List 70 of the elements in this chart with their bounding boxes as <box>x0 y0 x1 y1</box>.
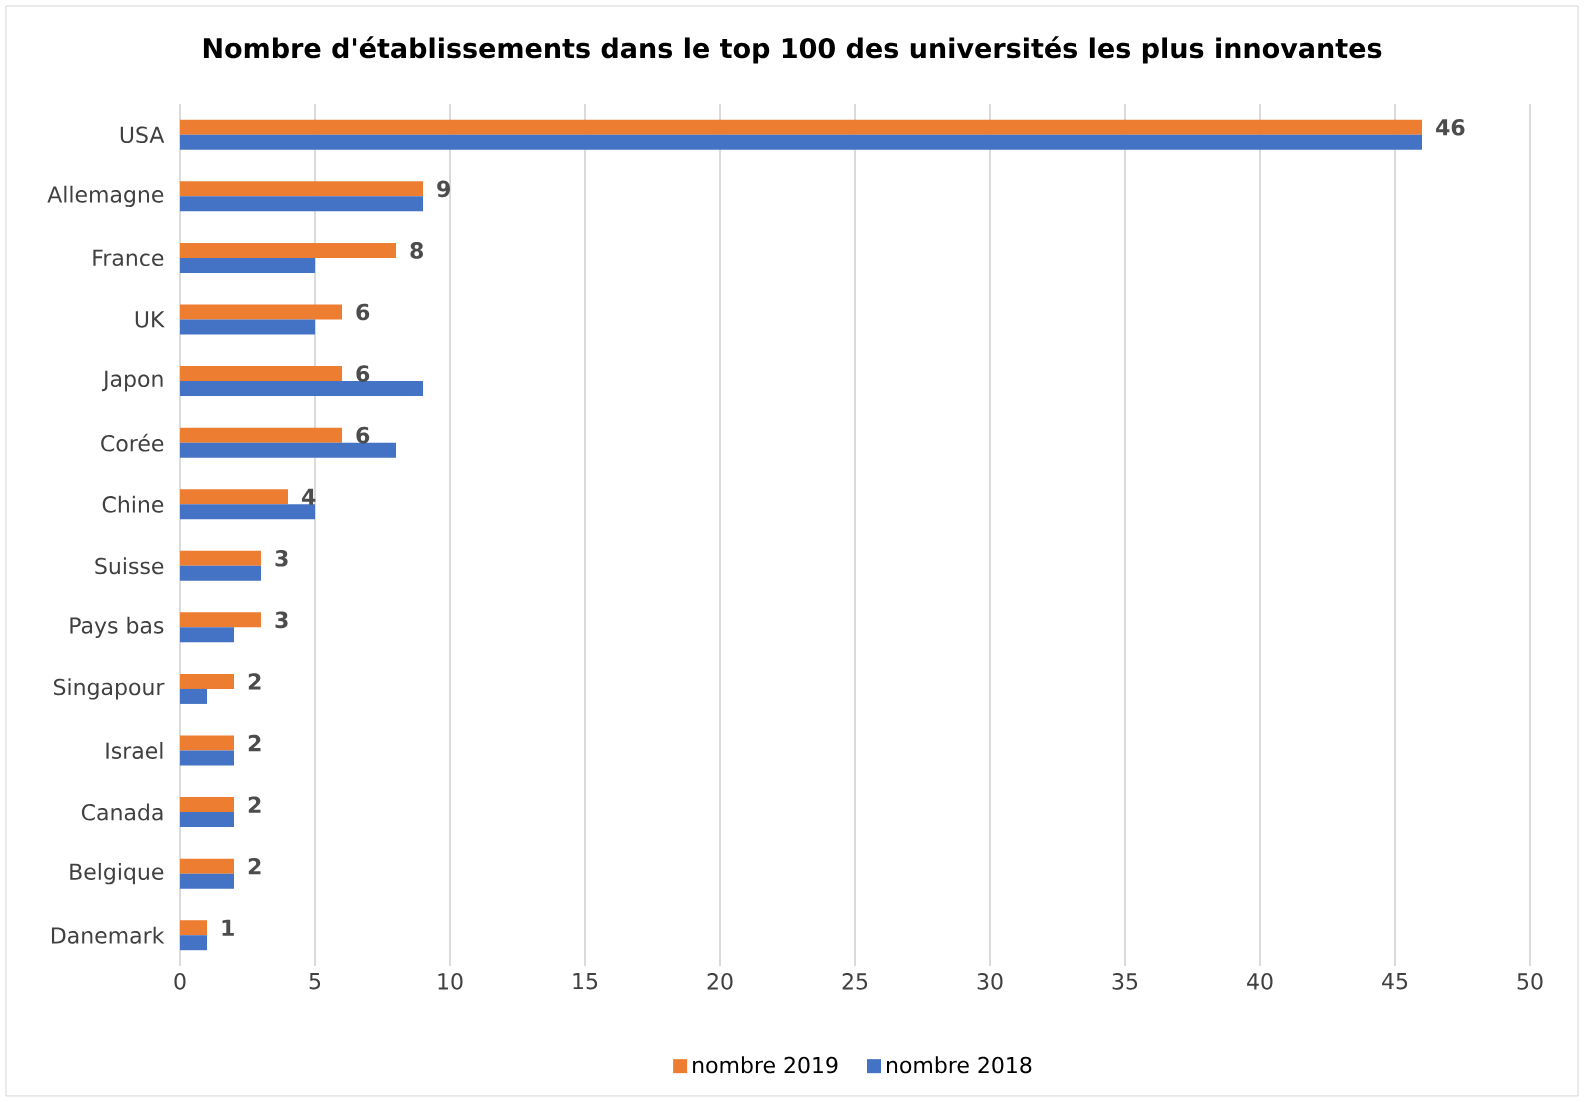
bar <box>180 119 1422 135</box>
bar <box>180 812 235 828</box>
y-tick-label: Allemagne <box>47 185 164 207</box>
bar <box>180 427 343 443</box>
legend-label: nombre 2019 <box>693 1056 838 1074</box>
x-tick-label: 35 <box>1112 973 1138 990</box>
bar <box>180 920 208 936</box>
data-label: 2 <box>248 857 261 875</box>
bar <box>180 304 343 320</box>
x-tick-label: 20 <box>707 973 733 990</box>
x-tick-label: 25 <box>842 973 868 990</box>
y-tick-label: Chine <box>102 495 164 513</box>
data-label: 6 <box>356 303 370 321</box>
data-label: 3 <box>275 611 288 629</box>
bar <box>180 688 208 704</box>
y-tick-label: Danemark <box>51 926 165 944</box>
y-tick-label: Suisse <box>95 557 164 575</box>
data-label: 2 <box>248 673 261 690</box>
x-tick-label: 30 <box>977 973 1003 990</box>
y-tick-label: Singapour <box>53 678 165 700</box>
y-tick-label: USA <box>120 126 165 144</box>
data-label: 2 <box>248 734 261 752</box>
data-label: 2 <box>248 796 261 813</box>
legend-label: nombre 2018 <box>887 1056 1032 1074</box>
bar <box>180 319 316 335</box>
data-label: 1 <box>222 919 234 936</box>
bar <box>180 873 235 889</box>
bar <box>180 442 397 458</box>
x-tick-label: 15 <box>573 973 598 990</box>
bar <box>180 797 235 813</box>
data-label: 9 <box>437 180 450 198</box>
bar <box>180 134 1422 150</box>
bar <box>180 504 316 520</box>
bar <box>180 627 235 643</box>
y-tick-label: UK <box>135 311 165 328</box>
data-label: 46 <box>1436 118 1465 136</box>
data-label: 6 <box>356 365 370 382</box>
bar <box>180 858 235 874</box>
chart-title: Nombre d'établissements dans le top 100 des universités les plus innovantes <box>203 36 1382 64</box>
x-tick-label: 10 <box>438 973 463 990</box>
x-tick-label: 50 <box>1517 973 1543 990</box>
data-label: 6 <box>356 426 370 444</box>
y-tick-label: Corée <box>101 433 164 452</box>
y-tick-label: Israel <box>106 741 163 760</box>
data-label: 4 <box>302 488 316 505</box>
bar <box>180 196 424 212</box>
bar <box>180 257 316 273</box>
y-tick-label: Japon <box>101 370 163 392</box>
x-tick-label: 40 <box>1247 973 1273 990</box>
bar <box>180 550 262 566</box>
bar <box>180 935 208 951</box>
bar <box>180 242 397 258</box>
y-tick-label: Canada <box>81 803 163 821</box>
data-label: 8 <box>410 242 423 259</box>
data-label: 3 <box>275 549 288 567</box>
x-tick-label: 5 <box>309 973 321 990</box>
y-tick-label: Pays bas <box>70 616 164 638</box>
bar <box>180 366 343 382</box>
bar <box>180 612 262 628</box>
bar <box>180 181 424 197</box>
bar <box>180 489 288 505</box>
bar <box>180 381 424 397</box>
bar <box>180 750 235 766</box>
bar <box>180 673 235 689</box>
bar <box>180 565 262 581</box>
x-tick-label: 0 <box>174 973 186 990</box>
y-tick-label: France <box>93 249 164 267</box>
bar <box>180 735 235 751</box>
x-tick-label: 45 <box>1382 973 1408 990</box>
y-tick-label: Belgique <box>70 862 164 885</box>
